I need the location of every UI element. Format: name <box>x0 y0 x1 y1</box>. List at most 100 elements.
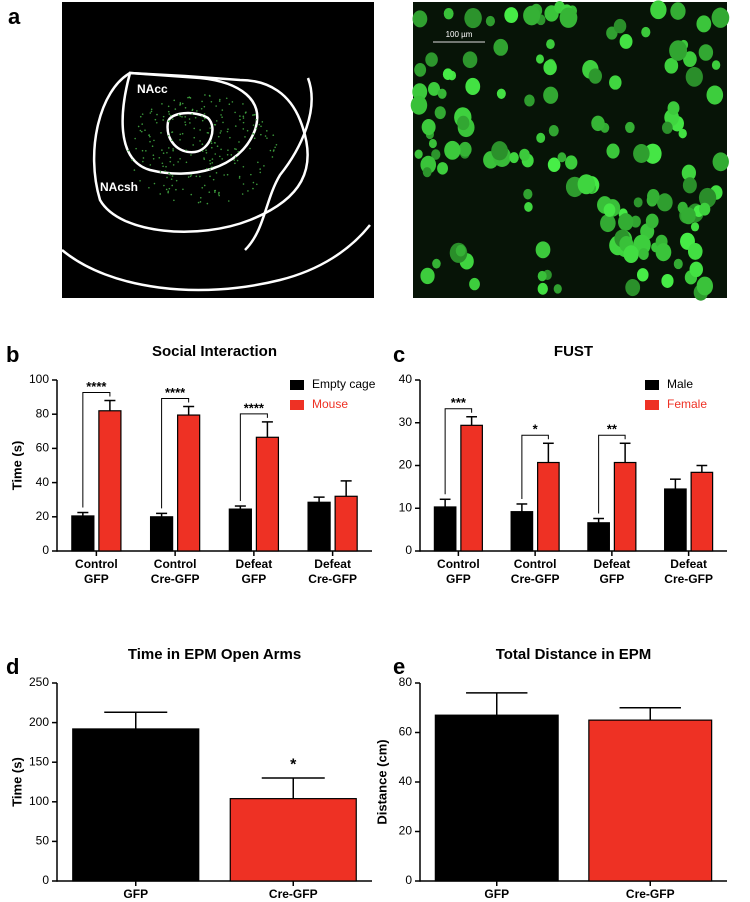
fluorescent-dot <box>179 102 182 104</box>
fluorescent-dot <box>145 150 147 152</box>
neuron <box>432 258 441 269</box>
fluorescent-dot <box>222 121 224 124</box>
fluorescent-dot <box>213 123 216 126</box>
fluorescent-dot <box>160 132 162 134</box>
fluorescent-dot <box>214 191 216 193</box>
y-tick-label: 60 <box>36 441 50 455</box>
y-axis-label: Time (s) <box>9 757 24 807</box>
fluorescent-dot <box>172 148 174 150</box>
neuron <box>613 18 627 34</box>
legend-label: Male <box>667 377 693 391</box>
neuron <box>711 60 721 70</box>
fluorescent-dot <box>209 127 212 129</box>
fluorescent-dot <box>250 173 252 176</box>
fluorescent-dot <box>148 186 150 189</box>
fluorescent-dot <box>142 160 144 163</box>
fluorescent-dot <box>159 193 162 195</box>
fluorescent-dot <box>217 135 220 138</box>
region-label: NAcsh <box>100 180 138 194</box>
fluorescent-dot <box>162 115 165 118</box>
fluorescent-dot <box>184 116 186 118</box>
fluorescent-dot <box>252 124 255 126</box>
fluorescent-dot <box>190 193 193 196</box>
fluorescent-dot <box>214 153 217 155</box>
neuron <box>443 8 454 20</box>
significance-label: ** <box>607 422 618 437</box>
fluorescent-dot <box>235 148 237 151</box>
fluorescent-dot <box>159 171 162 173</box>
fluorescent-dot <box>185 161 188 164</box>
fluorescent-dot <box>188 96 191 99</box>
fluorescent-dot <box>220 148 222 151</box>
fluorescent-dot <box>162 119 164 121</box>
neuron <box>633 144 650 164</box>
neuron <box>669 40 688 61</box>
fluorescent-dot <box>169 156 172 159</box>
fluorescent-dot <box>149 140 151 143</box>
neuron <box>638 248 649 261</box>
fluorescent-dot <box>140 130 143 133</box>
fluorescent-dot <box>227 200 230 202</box>
panel-label: b <box>6 342 19 367</box>
neuron <box>678 128 687 139</box>
fluorescent-dot <box>239 118 241 121</box>
fluorescent-dot <box>218 194 220 197</box>
fluorescent-dot <box>272 150 275 152</box>
neuron <box>681 207 696 225</box>
fluorescent-dot <box>242 128 245 130</box>
y-tick-label: 150 <box>29 754 49 768</box>
fluorescent-dot <box>179 103 182 105</box>
fluorescent-dot <box>212 178 215 181</box>
fluorescent-dot <box>189 122 191 124</box>
neuron <box>588 68 603 84</box>
fluorescent-dot <box>187 176 190 178</box>
neuron <box>603 203 616 217</box>
neuron <box>609 75 622 90</box>
fluorescent-dot <box>179 139 181 141</box>
fluorescent-dot <box>164 170 167 172</box>
fluorescent-dot <box>199 175 201 178</box>
fluorescent-dot <box>231 101 234 103</box>
neuron <box>537 282 548 295</box>
fluorescent-dot <box>193 136 196 139</box>
fluorescent-dot <box>219 98 221 101</box>
fluorescent-dot <box>211 158 214 160</box>
fluorescent-dot <box>211 166 213 168</box>
bar <box>588 719 713 882</box>
neuron <box>696 15 712 33</box>
y-axis-label: Time (s) <box>9 441 24 491</box>
fluorescent-dot <box>175 179 178 182</box>
bar <box>228 508 252 552</box>
fluorescent-dot <box>152 157 155 160</box>
fluorescent-dot <box>139 129 142 132</box>
fluorescent-dot <box>154 118 157 121</box>
fluorescent-dot <box>208 191 211 193</box>
neuron <box>437 88 447 99</box>
x-tick-label: Control Cre-GFP <box>511 557 560 586</box>
fluorescent-dot <box>249 147 251 150</box>
fluorescent-dot <box>167 134 170 137</box>
neuron <box>462 51 478 69</box>
neuron <box>504 7 519 24</box>
fluorescent-dot <box>219 155 221 158</box>
fluorescent-dot <box>242 103 244 105</box>
fluorescent-dot <box>169 160 172 163</box>
significance-label: **** <box>165 385 186 400</box>
fluorescent-dot <box>209 159 211 162</box>
neuron <box>591 115 605 132</box>
fluorescent-dot <box>266 130 268 132</box>
fluorescent-dot <box>217 193 220 195</box>
fluorescent-dot <box>258 123 261 126</box>
neuron <box>543 59 557 76</box>
neuron <box>412 10 428 28</box>
bar <box>72 728 200 882</box>
bar <box>307 501 331 552</box>
neuron <box>421 119 436 136</box>
y-tick-label: 20 <box>399 824 413 838</box>
fluorescent-dot <box>194 116 197 119</box>
legend-label: Mouse <box>312 397 348 411</box>
fluorescent-dot <box>203 105 206 108</box>
significance-bracket <box>82 392 111 508</box>
neuron <box>689 261 703 278</box>
fluorescent-dot <box>166 176 168 179</box>
